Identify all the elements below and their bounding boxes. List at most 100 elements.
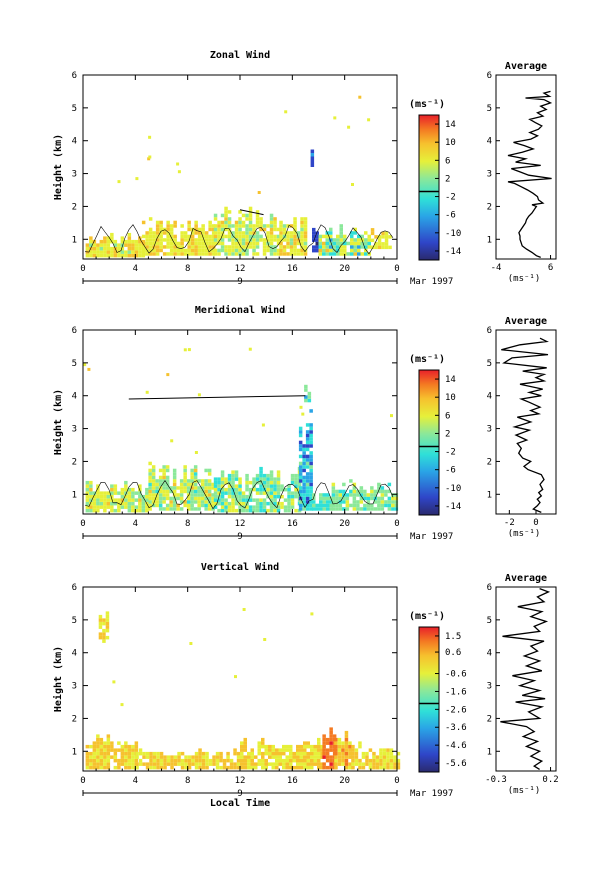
heatmap-cell: [96, 765, 100, 770]
heatmap-cell: [303, 238, 308, 242]
heatmap-cell: [262, 501, 267, 506]
heatmap-cell: [303, 765, 307, 770]
heatmap-cell: [282, 252, 287, 256]
heatmap-cell: [89, 505, 93, 509]
heatmap-cell: [238, 248, 242, 253]
heatmap-cell: [377, 242, 382, 246]
heatmap-cell: [205, 755, 209, 759]
heatmap-cell: [105, 625, 110, 629]
heatmap-cell: [319, 496, 323, 501]
heatmap-cell: [326, 503, 330, 508]
heatmap-cell: [382, 751, 387, 756]
heatmap-cell: [350, 238, 354, 242]
colorbar-tick-label: -3.6: [445, 723, 467, 733]
heatmap-cell: [303, 748, 307, 752]
heatmap-cell: [344, 762, 349, 766]
heatmap-cell: [102, 632, 106, 636]
heatmap-cell: [339, 245, 343, 249]
heatmap-cell: [339, 231, 343, 235]
heatmap-cell: [341, 748, 345, 752]
heatmap-cell: [105, 621, 110, 626]
heatmap-cell: [170, 762, 174, 766]
heatmap-cell: [303, 241, 308, 246]
heatmap-cell: [124, 755, 128, 759]
heatmap-cell: [148, 238, 153, 242]
heatmap-cell: [282, 231, 287, 235]
heatmap-cell: [99, 246, 104, 251]
heatmap-cell: [305, 454, 310, 459]
heatmap-cell: [99, 758, 104, 763]
heatmap-cell: [166, 227, 170, 232]
heatmap-cell: [293, 220, 297, 225]
heatmap-cell: [312, 493, 316, 497]
heatmap-cell: [300, 238, 304, 242]
heatmap-cell: [124, 758, 128, 763]
heatmap-cell: [236, 765, 241, 770]
heatmap-cell: [296, 234, 301, 239]
heatmap-cell: [266, 491, 270, 495]
heatmap-cell: [145, 765, 150, 770]
heatmap-cell: [276, 227, 281, 232]
heatmap-cell: [331, 486, 336, 490]
heatmap-cell: [389, 762, 394, 766]
colorbar-tick-label: 6: [445, 156, 450, 166]
heatmap-cell: [252, 477, 256, 481]
heatmap-cell: [337, 762, 342, 766]
heatmap-cell: [370, 507, 374, 511]
heatmap-cell: [329, 730, 333, 735]
heatmap-cell: [269, 470, 274, 474]
colorbar-tick-label: -10: [445, 229, 461, 239]
profile-y-tick-label: 5: [487, 359, 492, 369]
heatmap-cell: [179, 479, 184, 483]
heatmap-cell: [262, 252, 267, 256]
heatmap-cell: [197, 479, 201, 483]
heatmap-cell: [148, 472, 152, 476]
heatmap-cell: [213, 238, 218, 242]
heatmap-cell: [368, 758, 373, 763]
heatmap-cell: [148, 227, 153, 232]
heatmap-cell: [292, 758, 296, 763]
heatmap-cell: [85, 505, 90, 509]
heatmap-cell: [238, 491, 242, 495]
heatmap-cell: [204, 234, 209, 239]
heatmap-cell: [213, 213, 218, 218]
profile-frame: [495, 74, 557, 260]
heatmap-cell: [85, 755, 90, 759]
heatmap-cell: [124, 494, 128, 499]
heatmap-cell: [224, 480, 228, 485]
heatmap-cell: [172, 503, 177, 508]
heatmap-cell: [348, 744, 352, 749]
heatmap-cell: [96, 246, 100, 251]
heatmap-cell: [337, 737, 342, 742]
heatmap-cell: [305, 503, 310, 508]
heatmap-cell: [120, 239, 125, 244]
heatmap-cell: [215, 758, 220, 763]
heatmap-cell: [386, 762, 390, 766]
heatmap-cell: [332, 245, 336, 249]
heatmap-cell: [276, 487, 281, 492]
heatmap-cell: [312, 231, 316, 235]
heatmap-cell: [315, 234, 319, 239]
heatmap-cell: [131, 505, 135, 509]
heatmap-cell: [148, 155, 152, 159]
heatmap-cell: [200, 493, 205, 497]
heatmap-cell: [135, 765, 139, 770]
heatmap-cell: [211, 500, 215, 504]
heatmap-cell: [320, 762, 324, 766]
heatmap-cell: [269, 501, 274, 506]
heatmap-cell: [96, 508, 100, 513]
heatmap-cell: [134, 748, 139, 752]
heatmap-cell: [148, 135, 152, 139]
heatmap-cell: [261, 751, 265, 756]
heatmap-cell: [290, 491, 295, 495]
heatmap-cell: [343, 234, 347, 239]
heatmap-cell: [259, 480, 263, 485]
heatmap-cell: [318, 245, 322, 249]
heatmap-cell: [204, 489, 208, 494]
heatmap-cell: [190, 468, 194, 473]
heatmap-cell: [379, 748, 383, 752]
heatmap-cell: [183, 475, 187, 480]
heatmap-cell: [300, 241, 304, 246]
heatmap-cell: [201, 224, 205, 228]
